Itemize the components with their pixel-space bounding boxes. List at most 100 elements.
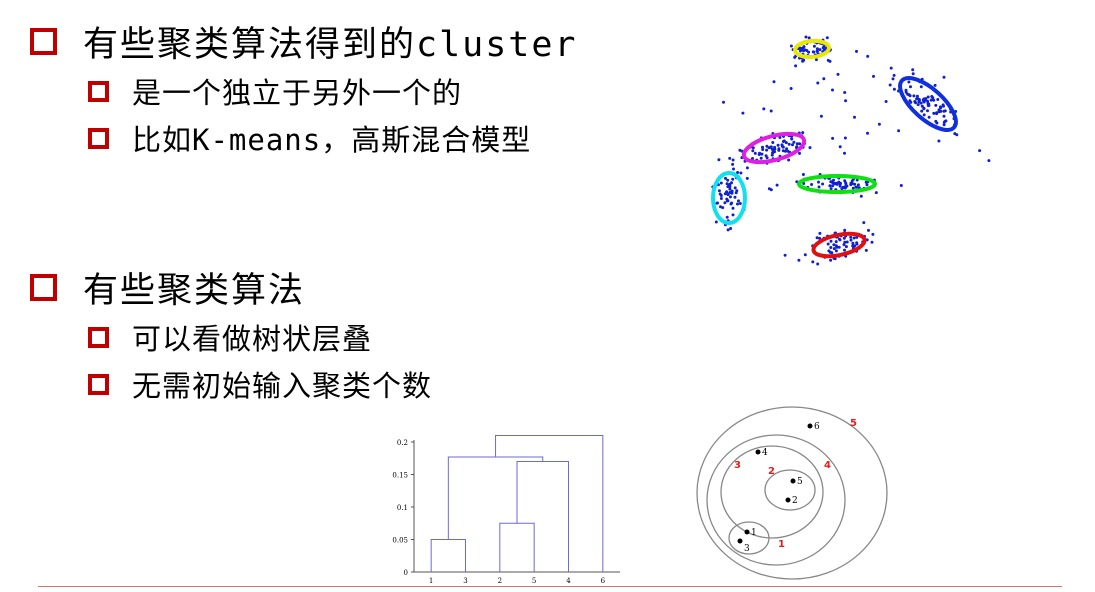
x-tick-label: 1 [429,577,433,585]
scatter-point [736,202,739,206]
scatter-point [831,184,835,188]
scatter-point [717,189,721,193]
scatter-point [731,213,735,217]
scatter-point [817,185,821,189]
scatter-point [775,183,779,187]
scatter-point [815,47,819,51]
scatter-point [731,177,735,181]
bullet-text: 有些聚类算法 [83,271,306,311]
scatter-point [872,74,875,78]
scatter-point [842,243,846,247]
scatter-point [787,142,791,146]
scatter-point [920,104,924,108]
scatter-point [884,100,888,103]
scatter-point [801,131,805,135]
scatter-point [830,180,834,184]
scatter-point [723,192,727,196]
scatter-point [843,91,847,94]
scatter-point [732,167,735,171]
scatter-point [722,100,725,104]
scatter-point [892,87,896,91]
scatter-point [843,179,847,183]
scatter-point [834,244,838,248]
scatter-point [934,103,938,107]
scatter-point [793,55,797,59]
scatter-point [800,46,804,50]
scatter-point [908,94,912,98]
scatter-point [790,137,794,141]
cluster-ellipse-blue [898,76,958,132]
data-point: 4 [755,448,768,458]
y-tick-label: 0.1 [397,504,408,512]
scatter-point [761,145,764,149]
scatter-point [810,183,814,186]
scatter-point [909,100,913,104]
scatter-point [835,181,839,185]
y-tick-label: 0.05 [392,537,408,545]
scatter-point [789,44,793,48]
scatter-point [987,159,991,163]
dendrogram-link [495,435,604,572]
scatter-point [926,99,929,103]
scatter-point [942,114,946,118]
scatter-point [815,49,819,53]
scatter-point [867,228,870,232]
scatter-point [922,113,926,117]
scatter-point [955,133,959,137]
scatter-point [738,202,742,205]
scatter-point [836,72,840,76]
scatter-point [842,236,846,240]
scatter-point [826,242,830,246]
dendrogram-axes [413,440,620,573]
cluster-label-4: 4 [824,460,831,471]
scatter-point [927,115,931,119]
scatter-point [855,49,858,53]
scatter-point [771,151,774,155]
gaussian-cluster-scatter [711,35,991,266]
scatter-point [771,141,775,144]
scatter-point [817,180,820,184]
scatter-point [841,185,845,189]
scatter-point [864,248,868,252]
scatter-point [839,181,842,185]
scatter-point [834,249,838,253]
scatter-point [844,245,848,249]
scatter-point [834,240,838,244]
cluster-label-2: 2 [768,466,775,477]
scatter-point [849,238,853,242]
scatter-point [733,186,737,190]
scatter-point [829,258,833,262]
scatter-point [731,158,735,162]
scatter-point [921,98,925,102]
scatter-point [736,171,740,174]
scatter-point [904,90,908,94]
scatter-point [818,231,822,235]
scatter-point [718,192,722,196]
bullet-text: 是一个独立于另外一个的 [132,76,463,110]
dendrogram-y-ticks: 0 0.05 0.1 0.15 0.2 [392,439,414,577]
scatter-point [837,245,841,249]
scatter-point [866,54,870,58]
scatter-point [801,59,805,63]
x-tick-label: 2 [498,577,502,585]
scatter-point [907,80,911,84]
scatter-point [919,85,923,89]
scatter-point [730,189,734,193]
bullet-level1-1: 有些聚类算法得到的cluster [30,16,578,67]
bullet-text: 可以看做树状层叠 [132,322,373,356]
data-point: 5 [790,477,803,487]
scatter-point [936,98,940,101]
scatter-point [794,64,798,68]
scatter-point [935,121,939,125]
svg-text:5: 5 [797,477,803,487]
scatter-point [726,228,730,232]
scatter-point [935,111,939,115]
scatter-point [899,184,903,187]
scatter-point [843,240,847,244]
scatter-point [888,83,892,87]
bullet-level1-2: 有些聚类算法 [30,262,305,313]
scatter-point [725,215,729,219]
scatter-point [725,182,729,186]
scatter-point [769,188,773,192]
x-tick-label: 5 [532,577,536,585]
